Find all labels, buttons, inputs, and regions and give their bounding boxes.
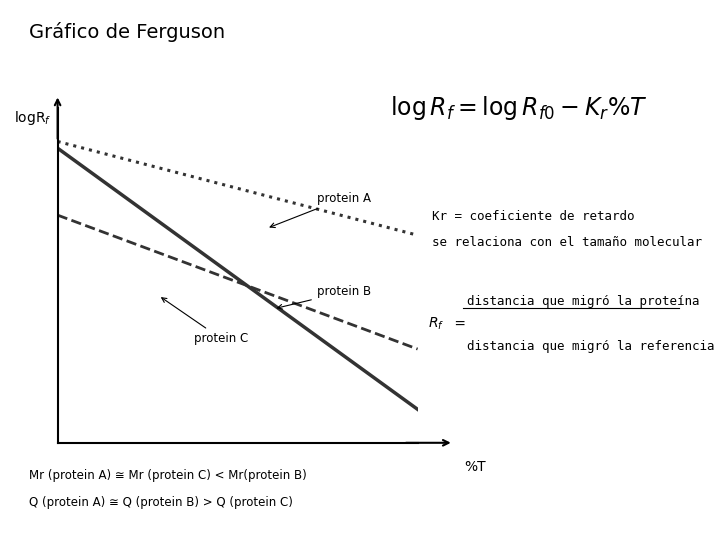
Text: Kr = coeficiente de retardo: Kr = coeficiente de retardo — [432, 210, 634, 222]
Text: $R_f$: $R_f$ — [428, 316, 445, 332]
Text: distancia que migró la referencia: distancia que migró la referencia — [467, 340, 714, 353]
Text: distancia que migró la proteína: distancia que migró la proteína — [467, 295, 699, 308]
Text: protein B: protein B — [277, 286, 371, 309]
Text: Mr (protein A) ≅ Mr (protein C) < Mr(protein B): Mr (protein A) ≅ Mr (protein C) < Mr(pro… — [29, 469, 307, 482]
Text: protein A: protein A — [270, 192, 371, 227]
Text: =: = — [450, 317, 470, 331]
Text: protein C: protein C — [162, 298, 248, 346]
Text: Gráfico de Ferguson: Gráfico de Ferguson — [29, 22, 225, 42]
Text: logR$_f$: logR$_f$ — [14, 109, 52, 127]
Text: $\log R_f = \log R_{f0} - K_r\%T$: $\log R_f = \log R_{f0} - K_r\%T$ — [390, 94, 647, 122]
Text: Q (protein A) ≅ Q (protein B) > Q (protein C): Q (protein A) ≅ Q (protein B) > Q (prote… — [29, 496, 292, 509]
Text: %T: %T — [464, 460, 486, 474]
Text: se relaciona con el tamaño molecular: se relaciona con el tamaño molecular — [432, 237, 702, 249]
